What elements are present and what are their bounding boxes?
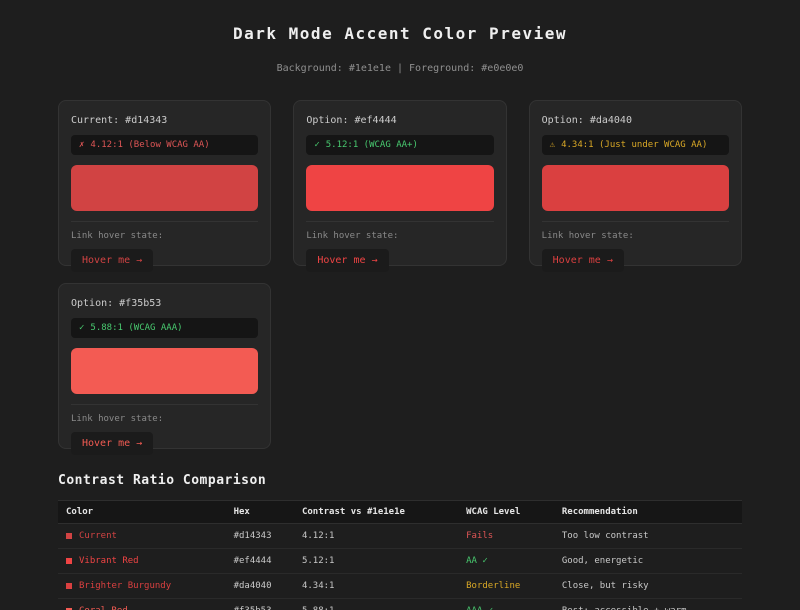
hex-cell: #f35b53 [225,598,294,610]
table-header-row: Color Hex Contrast vs #1e1e1e WCAG Level… [58,500,742,524]
column-header-wcag: WCAG Level [458,500,554,524]
color-swatch-dot [66,557,72,564]
color-name: Brighter Burgundy [79,581,172,591]
wcag-cell: AAA ✓ [458,598,554,610]
color-card-current: Current: #d14343 ✗ 4.12:1 (Below WCAG AA… [58,100,272,272]
contrast-badge: ✗ 4.12:1 (Below WCAG AA) [71,135,259,155]
contrast-badge-text: 5.88:1 (WCAG AAA) [90,323,183,333]
card-label: Option: #f35b53 [71,298,162,309]
hex-cell: #d14343 [225,523,294,549]
recommendation-cell: Good, energetic [553,548,742,574]
color-name: Coral Red [79,606,128,610]
color-name-cell: Coral Red [58,598,226,610]
recommendation-cell: Best: accessible + warm [553,598,742,610]
wcag-cell: AA ✓ [458,548,554,574]
color-swatch [306,165,494,211]
hover-me-link[interactable]: Hover me → [306,249,389,272]
contrast-badge: ⚠ 4.34:1 (Just under WCAG AA) [541,135,729,155]
card-divider [541,221,729,222]
contrast-badge-text: 4.12:1 (Below WCAG AA) [90,140,210,150]
color-card-grid: Current: #d14343 ✗ 4.12:1 (Below WCAG AA… [58,100,742,455]
card-label: Current: #d14343 [71,115,168,126]
page-subtitle: Background: #1e1e1e | Foreground: #e0e0e… [276,63,524,74]
wcag-cell: Fails [458,523,554,549]
x-icon: ✗ [79,140,85,150]
hex-cell: #ef4444 [225,548,294,574]
column-header-contrast: Contrast vs #1e1e1e [293,500,459,524]
color-swatch-dot [66,532,72,539]
link-hover-label: Link hover state: [541,231,634,241]
page-title: Dark Mode Accent Color Preview [233,24,567,43]
color-swatch-dot [66,607,72,610]
card-label: Option: #ef4444 [306,115,397,126]
contrast-cell: 4.12:1 [293,523,459,549]
contrast-cell: 5.12:1 [293,548,459,574]
table-row: Current #d14343 4.12:1 Fails Too low con… [58,523,742,549]
comparison-section-heading: Contrast Ratio Comparison [58,473,267,488]
contrast-cell: 4.34:1 [293,573,459,599]
link-hover-label: Link hover state: [71,414,164,424]
check-icon: ✓ [314,140,320,150]
card-divider [71,404,259,405]
recommendation-cell: Too low contrast [553,523,742,549]
color-card-option-f35b53: Option: #f35b53 ✓ 5.88:1 (WCAG AAA) Link… [58,283,272,455]
column-header-hex: Hex [225,500,294,524]
color-name: Current [79,531,117,541]
color-card-option-da4040: Option: #da4040 ⚠ 4.34:1 (Just under WCA… [528,100,742,272]
hover-me-link[interactable]: Hover me → [541,249,624,272]
recommendation-cell: Close, but risky [553,573,742,599]
contrast-badge: ✓ 5.88:1 (WCAG AAA) [71,318,259,338]
link-hover-label: Link hover state: [306,231,399,241]
column-header-recommendation: Recommendation [553,500,742,524]
hex-cell: #da4040 [225,573,294,599]
color-name-cell: Brighter Burgundy [58,573,226,599]
table-row: Brighter Burgundy #da4040 4.34:1 Borderl… [58,573,742,599]
page-container: Dark Mode Accent Color Preview Backgroun… [58,24,742,610]
table-row: Vibrant Red #ef4444 5.12:1 AA ✓ Good, en… [58,548,742,574]
table-row: Coral Red #f35b53 5.88:1 AAA ✓ Best: acc… [58,598,742,610]
color-name: Vibrant Red [79,556,139,566]
contrast-badge-text: 4.34:1 (Just under WCAG AA) [561,140,708,150]
card-divider [71,221,259,222]
color-swatch-dot [66,582,72,589]
column-header-color: Color [58,500,226,524]
color-name-cell: Vibrant Red [58,548,226,574]
color-swatch [541,165,729,211]
wcag-cell: Borderline [458,573,554,599]
color-name-cell: Current [58,523,226,549]
color-card-option-ef4444: Option: #ef4444 ✓ 5.12:1 (WCAG AA+) Link… [293,100,507,272]
check-icon: ✓ [79,323,85,333]
color-swatch [71,348,259,394]
card-label: Option: #da4040 [541,115,632,126]
contrast-comparison-table: Color Hex Contrast vs #1e1e1e WCAG Level… [58,500,742,610]
contrast-badge: ✓ 5.12:1 (WCAG AA+) [306,135,494,155]
contrast-cell: 5.88:1 [293,598,459,610]
color-swatch [71,165,259,211]
warning-icon: ⚠ [549,140,556,150]
link-hover-label: Link hover state: [71,231,164,241]
hover-me-link[interactable]: Hover me → [71,432,154,455]
contrast-badge-text: 5.12:1 (WCAG AA+) [325,140,418,150]
card-divider [306,221,494,222]
hover-me-link[interactable]: Hover me → [71,249,154,272]
